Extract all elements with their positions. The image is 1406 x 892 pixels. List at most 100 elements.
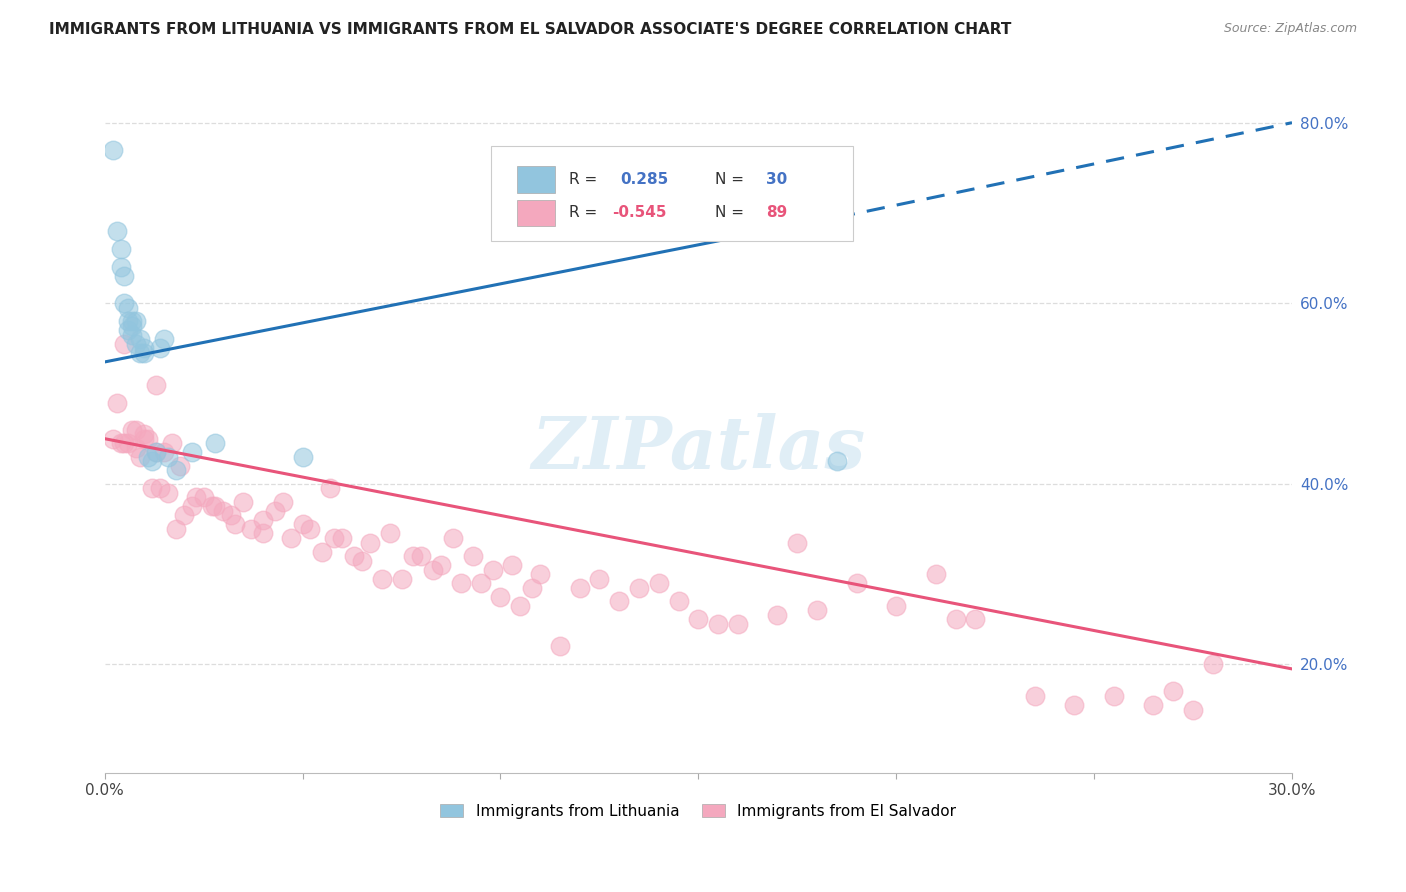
- Point: [149, 342, 172, 356]
- Point: [806, 603, 828, 617]
- Point: [134, 432, 156, 446]
- Point: [110, 436, 132, 450]
- Point: [134, 346, 156, 360]
- Point: [156, 486, 179, 500]
- Point: [481, 563, 503, 577]
- Point: [149, 481, 172, 495]
- Point: [470, 576, 492, 591]
- Point: [430, 558, 453, 573]
- FancyBboxPatch shape: [516, 167, 554, 194]
- Point: [153, 445, 176, 459]
- Point: [461, 549, 484, 563]
- Point: [160, 436, 183, 450]
- Point: [125, 314, 148, 328]
- Point: [240, 522, 263, 536]
- Point: [114, 269, 136, 284]
- Point: [766, 607, 789, 622]
- Point: [271, 495, 294, 509]
- Point: [1142, 698, 1164, 712]
- Point: [450, 576, 472, 591]
- Point: [343, 549, 366, 563]
- Text: IMMIGRANTS FROM LITHUANIA VS IMMIGRANTS FROM EL SALVADOR ASSOCIATE'S DEGREE CORR: IMMIGRANTS FROM LITHUANIA VS IMMIGRANTS …: [49, 22, 1011, 37]
- Point: [136, 432, 159, 446]
- Point: [727, 616, 749, 631]
- Point: [173, 508, 195, 523]
- Point: [204, 500, 226, 514]
- Point: [156, 450, 179, 464]
- Text: 30: 30: [766, 172, 787, 187]
- Point: [129, 332, 152, 346]
- Point: [180, 445, 202, 459]
- Point: [668, 594, 690, 608]
- Point: [114, 436, 136, 450]
- Point: [117, 301, 139, 315]
- Point: [323, 531, 346, 545]
- Point: [110, 242, 132, 256]
- Point: [134, 427, 156, 442]
- Point: [825, 454, 848, 468]
- Point: [291, 450, 314, 464]
- Point: [311, 544, 333, 558]
- Legend: Immigrants from Lithuania, Immigrants from El Salvador: Immigrants from Lithuania, Immigrants fr…: [434, 797, 962, 825]
- Point: [568, 224, 591, 238]
- Point: [105, 395, 128, 409]
- Point: [141, 454, 163, 468]
- Point: [489, 590, 512, 604]
- Point: [101, 432, 124, 446]
- Point: [402, 549, 425, 563]
- Point: [121, 314, 143, 328]
- Point: [884, 599, 907, 613]
- Point: [129, 450, 152, 464]
- Point: [224, 517, 246, 532]
- Point: [145, 445, 167, 459]
- Text: N =: N =: [716, 205, 749, 220]
- Point: [370, 572, 392, 586]
- Point: [145, 377, 167, 392]
- Point: [165, 522, 187, 536]
- Point: [165, 463, 187, 477]
- Point: [520, 581, 543, 595]
- Point: [280, 531, 302, 545]
- Point: [1182, 702, 1205, 716]
- Point: [627, 581, 650, 595]
- Point: [125, 441, 148, 455]
- Point: [200, 500, 222, 514]
- Point: [125, 423, 148, 437]
- Text: 89: 89: [766, 205, 787, 220]
- Point: [422, 563, 444, 577]
- Point: [193, 491, 215, 505]
- Point: [359, 535, 381, 549]
- Text: R =: R =: [569, 172, 602, 187]
- Point: [121, 423, 143, 437]
- Point: [548, 640, 571, 654]
- Point: [568, 581, 591, 595]
- Point: [252, 526, 274, 541]
- Text: -0.545: -0.545: [612, 205, 666, 220]
- Point: [925, 567, 948, 582]
- Point: [153, 332, 176, 346]
- Point: [786, 535, 808, 549]
- Point: [330, 531, 353, 545]
- Point: [391, 572, 413, 586]
- Point: [121, 327, 143, 342]
- Point: [707, 616, 730, 631]
- Point: [1024, 689, 1046, 703]
- Text: N =: N =: [716, 172, 749, 187]
- Point: [1202, 657, 1225, 672]
- Text: Source: ZipAtlas.com: Source: ZipAtlas.com: [1223, 22, 1357, 36]
- Point: [105, 224, 128, 238]
- Point: [110, 260, 132, 274]
- Text: 0.285: 0.285: [620, 172, 668, 187]
- Point: [136, 450, 159, 464]
- Point: [965, 612, 987, 626]
- FancyBboxPatch shape: [516, 200, 554, 227]
- Point: [945, 612, 967, 626]
- Point: [184, 491, 207, 505]
- Point: [180, 500, 202, 514]
- Point: [350, 553, 373, 567]
- Point: [441, 531, 464, 545]
- Point: [648, 576, 671, 591]
- Point: [588, 572, 610, 586]
- Point: [1063, 698, 1085, 712]
- Point: [117, 323, 139, 337]
